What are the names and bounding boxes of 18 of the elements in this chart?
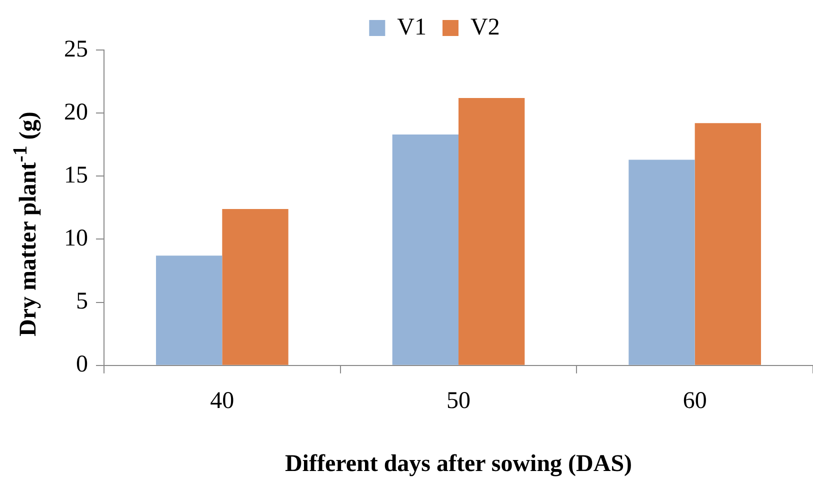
y-tick-label: 0 [76, 352, 88, 378]
y-tick-label: 5 [76, 288, 88, 315]
bar [222, 208, 288, 365]
y-tick-label: 10 [64, 226, 88, 252]
y-tick-label: 15 [64, 162, 88, 188]
bar [694, 123, 762, 365]
bar [458, 98, 525, 365]
x-tick-label: 40 [210, 388, 234, 414]
x-axis-title: Different days after sowing (DAS) [284, 450, 632, 477]
bar [156, 256, 222, 365]
x-tick-label: 50 [446, 388, 470, 414]
y-tick-label: 25 [64, 36, 88, 62]
legend-label: V2 [470, 14, 500, 40]
y-tick-label: 20 [64, 99, 88, 126]
legend-label: V1 [397, 14, 427, 40]
x-tick-label: 60 [682, 388, 707, 414]
bar [628, 160, 695, 365]
bar [392, 134, 458, 365]
